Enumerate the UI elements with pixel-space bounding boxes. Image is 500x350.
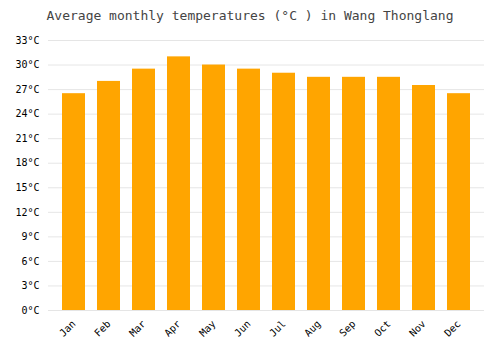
svg-text:Nov: Nov bbox=[407, 318, 428, 339]
svg-text:Jul: Jul bbox=[267, 318, 288, 339]
svg-text:Oct: Oct bbox=[372, 318, 393, 339]
html-text:Average monthly temperatures (: Average monthly temperatures (°C ) in Wa… bbox=[46, 8, 454, 23]
svg-text:Sep: Sep bbox=[337, 318, 358, 339]
svg-text:9°C: 9°C bbox=[21, 231, 39, 242]
svg-text:Dec: Dec bbox=[442, 318, 463, 339]
svg-text:3°C: 3°C bbox=[21, 280, 39, 291]
svg-text:May: May bbox=[197, 318, 218, 339]
svg-text:Mar: Mar bbox=[127, 318, 148, 339]
svg-text:30°C: 30°C bbox=[15, 59, 39, 70]
svg-text:12°C: 12°C bbox=[15, 207, 39, 218]
svg-text:24°C: 24°C bbox=[15, 108, 39, 119]
svg-text:21°C: 21°C bbox=[15, 133, 39, 144]
svg-text:Feb: Feb bbox=[92, 318, 113, 339]
svg-text:Apr: Apr bbox=[162, 318, 183, 339]
svg-text:6°C: 6°C bbox=[21, 256, 39, 267]
svg-text:Aug: Aug bbox=[302, 318, 323, 339]
svg-text:18°C: 18°C bbox=[15, 157, 39, 168]
svg-text:Jan: Jan bbox=[57, 318, 78, 339]
svg-text:33°C: 33°C bbox=[15, 35, 39, 46]
svg-text:27°C: 27°C bbox=[15, 84, 39, 95]
svg-text:15°C: 15°C bbox=[15, 182, 39, 193]
svg-text:Jun: Jun bbox=[232, 318, 253, 339]
svg-text:0°C: 0°C bbox=[21, 305, 39, 316]
